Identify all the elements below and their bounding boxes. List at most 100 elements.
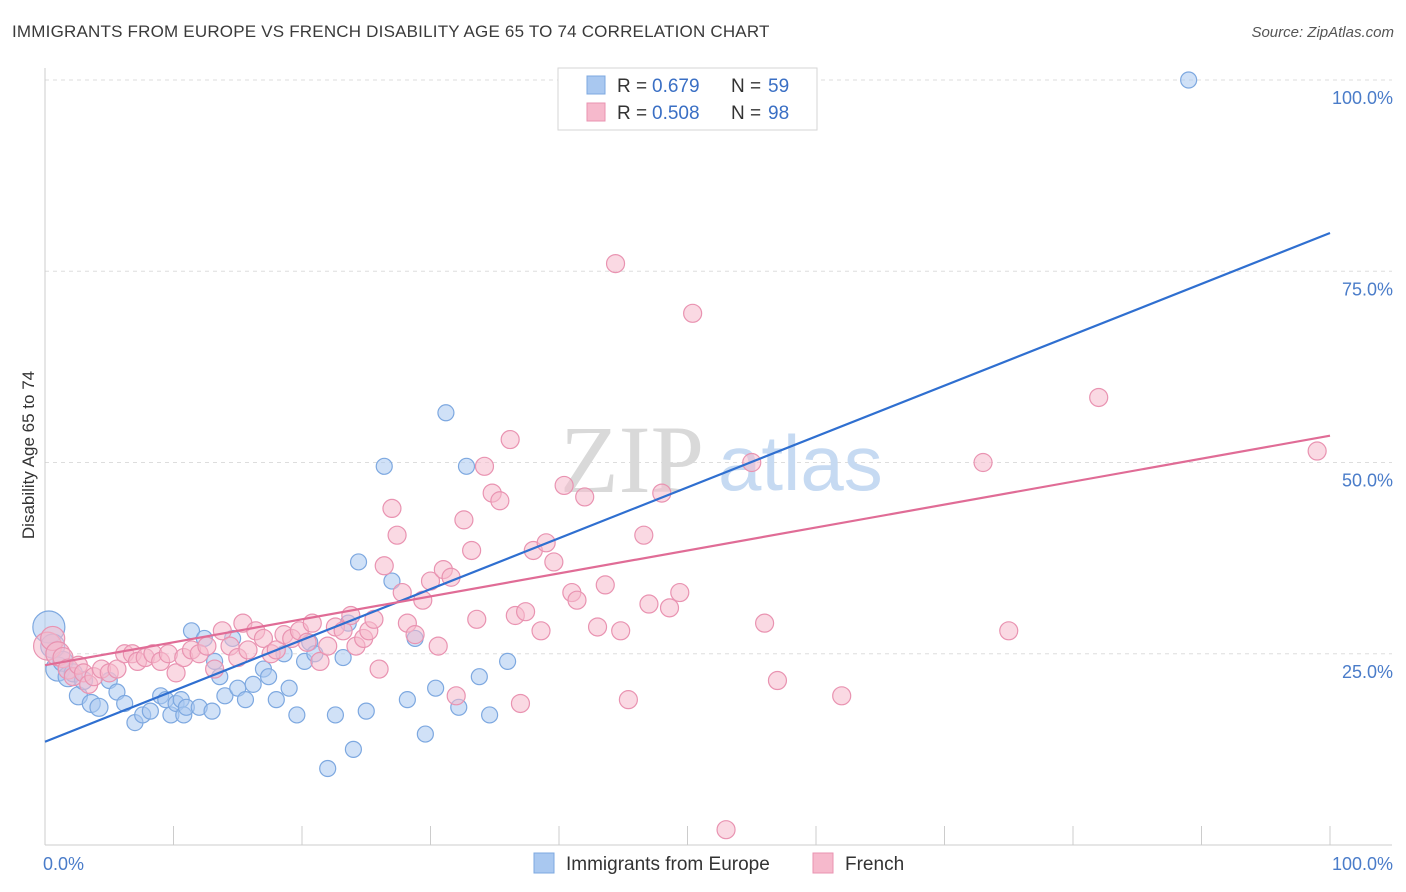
point-europe-56: [437, 404, 455, 422]
point-french-93: [754, 613, 775, 633]
trend-line-europe: [44, 231, 1331, 743]
point-french-24: [197, 636, 217, 656]
point-french-84: [618, 690, 638, 710]
point-europe-15: [141, 702, 159, 720]
y-axis-label: Disability Age 65 to 74: [19, 371, 38, 539]
point-europe-9: [89, 697, 109, 717]
point-french-52: [387, 525, 407, 545]
point-french-67: [490, 491, 510, 511]
point-french-97: [999, 621, 1019, 641]
point-french-12: [107, 659, 127, 679]
point-europe-39: [288, 706, 306, 724]
point-europe-60: [481, 706, 499, 724]
y-tick-labels: 25.0% 50.0% 75.0% 100.0%: [1332, 88, 1393, 682]
point-europe-32: [236, 691, 255, 709]
point-europe-62: [1180, 71, 1198, 89]
x-tick-labels: 0.0% 100.0%: [43, 854, 1393, 874]
y-tick-label-2: 75.0%: [1342, 279, 1393, 299]
point-europe-47: [344, 740, 362, 758]
bottom-legend-pink-label: French: [845, 854, 904, 875]
point-europe-58: [457, 457, 476, 475]
legend-pink-r-label: R =: [617, 103, 647, 124]
point-europe-43: [319, 759, 337, 778]
point-europe-50: [375, 457, 393, 475]
point-french-70: [510, 693, 531, 714]
point-french-58: [428, 636, 448, 656]
point-french-79: [575, 487, 595, 507]
point-french-61: [446, 686, 466, 706]
point-french-86: [639, 594, 659, 614]
source-label: Source: ZipAtlas.com: [1251, 24, 1394, 41]
legend-blue-n-value: 59: [768, 76, 789, 97]
point-french-98: [1089, 387, 1109, 408]
point-french-62: [454, 510, 474, 530]
point-french-49: [369, 659, 389, 679]
point-french-73: [531, 621, 551, 641]
x-tick-label-1: 100.0%: [1332, 854, 1393, 874]
point-french-89: [670, 582, 690, 603]
point-europe-24: [203, 702, 221, 720]
point-french-75: [544, 552, 564, 572]
point-europe-59: [470, 668, 488, 686]
legend-blue-n-label: N =: [731, 76, 761, 97]
point-europe-55: [427, 679, 445, 697]
point-europe-36: [267, 691, 285, 709]
point-french-51: [382, 498, 402, 518]
point-french-50: [374, 556, 394, 576]
point-french-65: [474, 456, 495, 476]
point-europe-44: [326, 706, 345, 724]
point-europe-51: [383, 572, 401, 590]
point-europe-38: [280, 679, 298, 697]
x-tick-label-0: 0.0%: [43, 854, 84, 874]
bottom-legend-blue-swatch: [533, 852, 555, 874]
point-europe-52: [398, 691, 416, 709]
point-french-32: [253, 628, 274, 649]
point-french-85: [634, 525, 654, 545]
bottom-legend-blue-label: Immigrants from Europe: [566, 854, 770, 875]
trend-lines: [44, 231, 1331, 743]
point-europe-35: [259, 668, 278, 686]
watermark: ZIP atlas: [560, 406, 883, 513]
bottom-legend: Immigrants from Europe French: [533, 852, 904, 875]
point-french-91: [716, 820, 736, 840]
top-legend: R = 0.679 N = 59 R = 0.508 N = 98: [557, 67, 818, 131]
point-french-30: [238, 640, 258, 660]
point-europe-29: [216, 687, 234, 705]
point-europe-61: [499, 652, 517, 671]
legend-pink-n-value: 98: [768, 103, 789, 124]
point-french-71: [515, 602, 536, 622]
bottom-legend-pink-swatch: [812, 852, 834, 874]
point-french-40: [310, 651, 330, 672]
point-french-83: [611, 621, 631, 641]
point-french-95: [832, 686, 852, 706]
y-tick-label-0: 25.0%: [1342, 662, 1393, 682]
chart-title: IMMIGRANTS FROM EUROPE VS FRENCH DISABIL…: [12, 22, 770, 41]
legend-pink-n-label: N =: [731, 103, 761, 124]
y-tick-label-1: 50.0%: [1342, 471, 1393, 491]
point-europe-48: [349, 553, 368, 571]
trend-line-french: [44, 434, 1331, 667]
legend-blue-r-value: 0.679: [652, 76, 700, 97]
point-french-20: [166, 663, 186, 683]
point-french-99: [1307, 441, 1327, 461]
point-europe-33: [244, 675, 262, 693]
point-french-82: [605, 254, 626, 274]
series-french: [32, 254, 1327, 840]
point-french-81: [595, 575, 615, 595]
point-french-88: [659, 598, 680, 618]
point-french-96: [973, 452, 993, 473]
point-french-68: [500, 429, 520, 450]
point-french-64: [467, 609, 487, 629]
point-europe-54: [416, 725, 434, 743]
point-french-41: [318, 636, 338, 656]
legend-blue-swatch: [586, 75, 606, 95]
point-french-55: [405, 625, 425, 645]
point-french-80: [587, 617, 608, 637]
gridlines: [45, 79, 1392, 655]
point-french-63: [462, 540, 482, 561]
point-french-76: [554, 475, 574, 496]
point-french-90: [683, 303, 703, 323]
point-europe-49: [357, 702, 375, 720]
axes: [44, 68, 1392, 846]
